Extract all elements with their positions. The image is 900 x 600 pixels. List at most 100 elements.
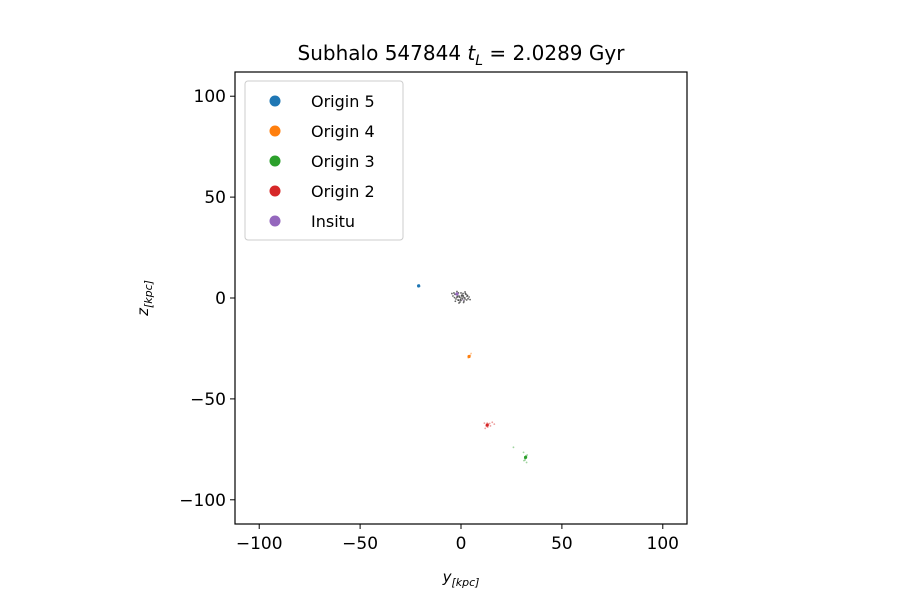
y-tick-label: 0	[215, 289, 226, 309]
x-axis-ticks: −100 −50 0 50 100	[236, 524, 679, 554]
y-tick-label: −50	[190, 390, 226, 410]
point-origin-2	[487, 423, 490, 426]
background-points	[451, 290, 471, 304]
background-point	[460, 295, 463, 297]
legend-box	[244, 80, 404, 241]
background-point	[458, 296, 461, 299]
legend-marker-origin-4	[269, 125, 281, 137]
legend-label-origin-4: Origin 4	[311, 122, 375, 141]
background-point	[460, 292, 462, 294]
point-origin-2	[485, 423, 489, 427]
background-point	[465, 299, 468, 301]
y-axis-symbol: z	[134, 307, 152, 317]
background-point	[467, 297, 469, 300]
background-point	[451, 292, 453, 295]
background-point	[463, 296, 466, 299]
point-origin-3	[523, 459, 525, 462]
title-symbol: t	[467, 41, 476, 65]
title-symbol-sub: L	[475, 53, 483, 69]
point-origin-3	[512, 446, 515, 449]
background-point	[453, 292, 455, 294]
point-origin-4	[470, 352, 472, 355]
legend-marker-origin-3	[269, 155, 281, 167]
legend-entries: Origin 5 Origin 4 Origin 3 Origin 2 Insitu	[269, 92, 375, 231]
background-point	[460, 299, 462, 302]
background-point	[456, 295, 459, 298]
point-origin-2	[493, 423, 496, 426]
point-insitu	[455, 292, 459, 296]
title-equals: =	[483, 41, 512, 65]
x-tick-label: −100	[236, 534, 283, 554]
point-origin-5	[418, 283, 420, 286]
point-origin-5	[416, 284, 419, 287]
point-origin-3	[524, 458, 527, 461]
title-value: 2.0289 Gyr	[513, 41, 626, 65]
title-prefix: Subhalo 547844	[298, 41, 468, 65]
legend-label-origin-3: Origin 3	[311, 152, 375, 171]
x-tick-label: −50	[342, 534, 378, 554]
background-point	[461, 297, 464, 300]
background-point	[462, 301, 465, 304]
background-point	[464, 298, 466, 300]
y-axis-label: z[kpc]	[134, 280, 155, 317]
x-axis-label: y[kpc]	[442, 568, 480, 589]
legend-label-origin-5: Origin 5	[311, 92, 375, 111]
y-tick-label: −100	[179, 491, 226, 511]
y-tick-label: 100	[194, 87, 226, 107]
x-axis-symbol: y	[442, 568, 453, 586]
legend-marker-origin-5	[269, 95, 281, 107]
background-point	[460, 297, 462, 299]
point-origin-4	[467, 354, 471, 359]
point-origin-3	[523, 457, 526, 460]
background-point	[454, 300, 457, 303]
y-tick-label: 50	[204, 188, 226, 208]
point-origin-2	[491, 421, 494, 424]
background-point	[464, 292, 467, 295]
point-origin-3	[525, 454, 527, 457]
background-point	[462, 292, 464, 295]
background-point	[457, 299, 460, 302]
legend-marker-insitu	[269, 215, 281, 227]
series-points	[416, 283, 529, 464]
legend-label-origin-2: Origin 2	[311, 182, 375, 201]
background-point	[456, 290, 458, 293]
background-point	[469, 298, 471, 301]
point-origin-4	[467, 356, 470, 359]
background-point	[463, 300, 465, 302]
point-origin-2	[489, 425, 492, 427]
point-origin-2	[483, 422, 486, 425]
background-point	[455, 298, 457, 300]
point-origin-5	[417, 286, 420, 288]
point-insitu	[462, 299, 464, 301]
point-origin-5	[417, 284, 421, 288]
x-tick-label: 50	[551, 534, 573, 554]
y-axis-ticks: 100 50 0 −50 −100	[179, 87, 235, 511]
point-origin-2	[488, 422, 491, 425]
point-origin-3	[522, 451, 525, 454]
point-origin-2	[484, 427, 487, 430]
point-origin-2	[486, 422, 489, 425]
point-origin-3	[526, 454, 529, 456]
x-axis-sub: [kpc]	[451, 576, 479, 589]
y-axis-sub: [kpc]	[142, 280, 155, 308]
background-point	[458, 302, 460, 304]
x-tick-label: 100	[647, 534, 679, 554]
point-origin-5	[418, 285, 421, 288]
plot-area	[416, 283, 529, 464]
legend-marker-origin-2	[269, 185, 281, 197]
chart-title: Subhalo 547844 tL = 2.0289 Gyr	[298, 41, 626, 69]
point-origin-3	[525, 455, 528, 458]
point-origin-2	[486, 426, 489, 429]
legend-label-insitu: Insitu	[311, 212, 355, 231]
background-point	[466, 294, 469, 297]
point-origin-3	[525, 461, 528, 464]
legend: Origin 5 Origin 4 Origin 3 Origin 2 Insitu	[244, 80, 404, 241]
point-origin-4	[469, 354, 472, 357]
background-point	[468, 296, 470, 298]
background-point	[452, 295, 454, 297]
background-point	[462, 294, 465, 297]
background-point	[464, 291, 466, 293]
background-point	[453, 296, 456, 299]
